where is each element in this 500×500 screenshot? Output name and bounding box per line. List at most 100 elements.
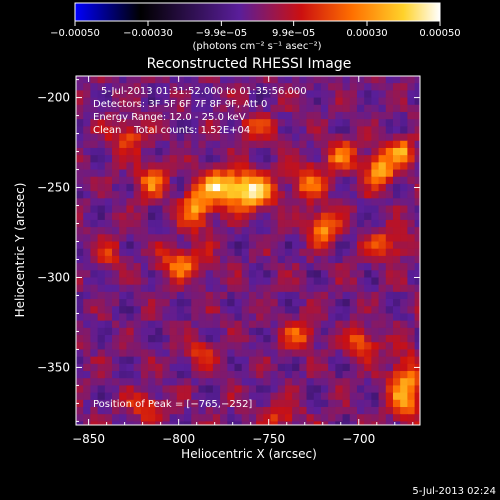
heatmap-cell [148, 97, 156, 106]
heatmap-cell [220, 183, 228, 192]
heatmap-cell [155, 133, 164, 142]
heatmap-cell [422, 90, 430, 98]
heatmap-cell [140, 111, 149, 120]
heatmap-cell [263, 320, 272, 329]
heatmap-cell [328, 126, 336, 135]
heatmap-cell [133, 399, 142, 408]
heatmap-cell [83, 313, 92, 322]
heatmap-cell [119, 234, 128, 243]
heatmap-cell [241, 363, 250, 372]
heatmap-cell [385, 306, 394, 315]
heatmap-cell [349, 255, 358, 264]
heatmap-cell [76, 126, 84, 135]
heatmap-cell [328, 162, 336, 171]
heatmap-cell [248, 270, 257, 279]
heatmap-cell [148, 385, 156, 394]
heatmap-cell [212, 342, 221, 351]
heatmap-cell [335, 392, 344, 401]
heatmap-cell [234, 371, 243, 379]
heatmap-cell [335, 212, 344, 221]
heatmap-cell [407, 291, 416, 300]
heatmap-cell [76, 371, 84, 379]
heatmap-cell [371, 327, 380, 336]
heatmap-cell [148, 104, 156, 113]
heatmap-cell [313, 363, 322, 372]
heatmap-cell [198, 162, 207, 171]
heatmap-cell [126, 349, 135, 358]
heatmap-cell [292, 421, 300, 425]
heatmap-cell [414, 191, 420, 199]
heatmap-cell [148, 227, 156, 235]
heatmap-cell [306, 176, 315, 185]
heatmap-cell [126, 399, 135, 408]
heatmap-cell [256, 313, 264, 322]
heatmap-cell [76, 111, 84, 120]
heatmap-cell [119, 335, 128, 343]
heatmap-cell [133, 407, 142, 415]
heatmap-cell [292, 371, 300, 379]
heatmap-cell [162, 299, 171, 307]
heatmap-cell [126, 76, 135, 84]
heatmap-cell [328, 342, 336, 351]
heatmap-cell [119, 356, 128, 365]
heatmap-cell [191, 104, 200, 113]
heatmap-cell [299, 83, 308, 91]
heatmap-cell [270, 363, 279, 372]
heatmap-cell [140, 176, 149, 185]
heatmap-cell [349, 270, 358, 279]
heatmap-cell [256, 183, 264, 192]
heatmap-cell [76, 104, 84, 113]
heatmap-cell [320, 363, 329, 372]
heatmap-cell [248, 147, 257, 156]
heatmap-cell [263, 363, 272, 372]
heatmap-cell [234, 363, 243, 372]
heatmap-cell [356, 313, 365, 322]
heatmap-cell [313, 219, 322, 228]
heatmap-cell [320, 83, 329, 91]
heatmap-cell [422, 112, 430, 120]
heatmap-cell [263, 263, 272, 271]
heatmap-cell [140, 255, 149, 264]
heatmap-cell [248, 140, 257, 149]
heatmap-cell [356, 356, 365, 365]
heatmap-cell [392, 97, 401, 106]
heatmap-cell [328, 212, 336, 221]
heatmap-cell [378, 169, 387, 178]
heatmap-cell [356, 255, 365, 264]
peak-position-text: Position of Peak = [−765,−252] [93, 399, 252, 410]
heatmap-cell [306, 227, 315, 235]
heatmap-cell [306, 421, 315, 425]
heatmap-cell [126, 363, 135, 372]
heatmap-cell [299, 299, 308, 307]
heatmap-cell [277, 299, 286, 307]
heatmap-cell [162, 378, 171, 387]
heatmap-cell [306, 191, 315, 199]
heatmap-cell [184, 83, 192, 91]
heatmap-cell [284, 277, 293, 286]
heatmap-cell [76, 147, 84, 156]
heatmap-cell [385, 76, 394, 84]
heatmap-cell [155, 248, 164, 257]
energy-range-text: Energy Range: 12.0 - 25.0 keV [93, 112, 246, 123]
heatmap-cell [364, 313, 372, 322]
heatmap-cell [97, 414, 106, 423]
heatmap-cell [90, 191, 99, 199]
heatmap-cell [270, 111, 279, 120]
heatmap-cell [299, 176, 308, 185]
heatmap-cell [83, 83, 92, 91]
heatmap-cell [335, 385, 344, 394]
heatmap-cell [133, 327, 142, 336]
heatmap-cell [320, 335, 329, 343]
heatmap-cell [76, 76, 84, 84]
heatmap-cell [212, 97, 221, 106]
heatmap-cell [241, 198, 250, 207]
heatmap-cell [212, 306, 221, 315]
heatmap-cell [299, 421, 308, 425]
heatmap-cell [234, 335, 243, 343]
heatmap-cell [422, 177, 430, 185]
heatmap-cell [205, 277, 214, 286]
heatmap-cell [133, 140, 142, 149]
heatmap-cell [414, 119, 420, 127]
heatmap-cell [335, 414, 344, 423]
heatmap-cell [198, 255, 207, 264]
